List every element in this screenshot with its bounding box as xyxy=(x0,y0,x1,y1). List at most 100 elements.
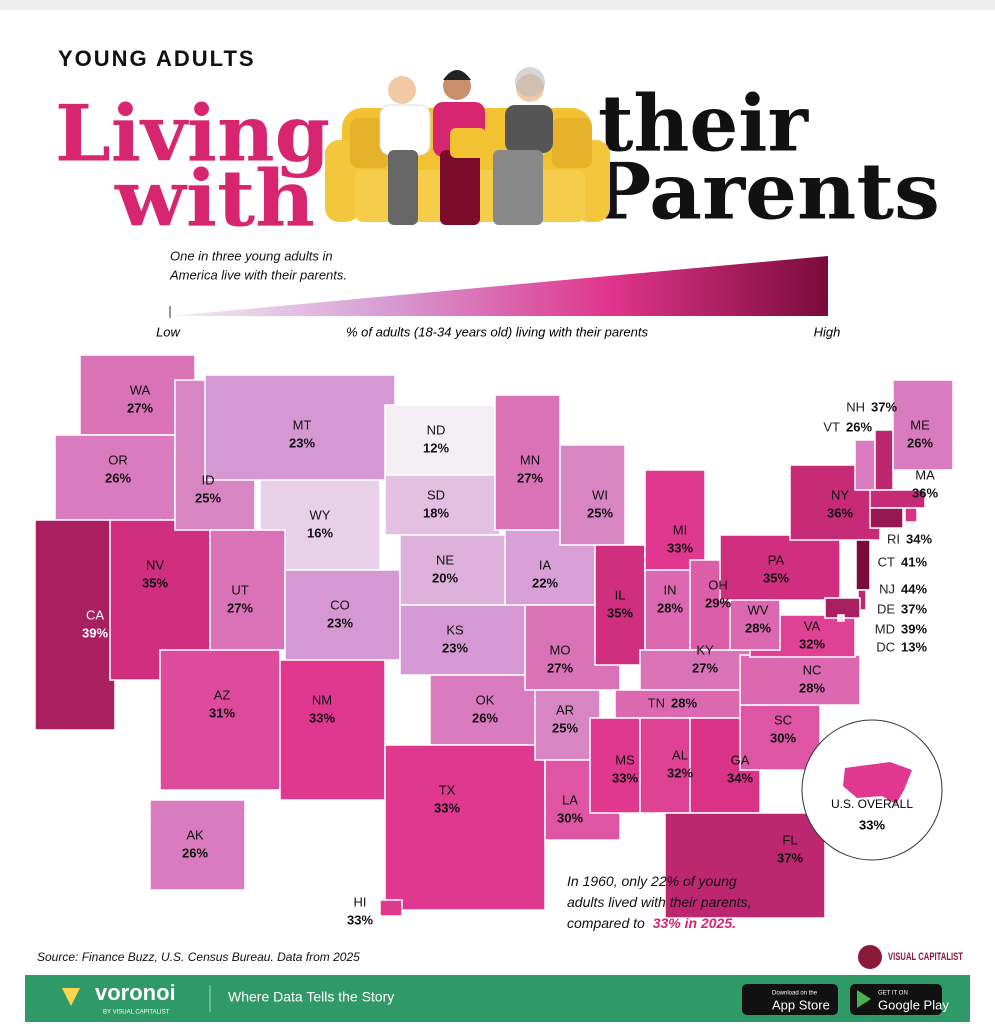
state-abbr: WA xyxy=(130,382,151,397)
state-abbr: TN xyxy=(648,695,665,710)
state xyxy=(904,507,918,523)
legend-label: % of adults (18-34 years old) living wit… xyxy=(346,324,649,339)
state xyxy=(869,507,904,529)
state-value: 28% xyxy=(745,620,771,635)
state-abbr: TX xyxy=(439,782,456,797)
note-line: compared to xyxy=(567,915,645,931)
state-abbr: NV xyxy=(146,557,164,572)
state-value: 23% xyxy=(442,640,468,655)
state-abbr: DC xyxy=(876,639,895,654)
state xyxy=(204,374,396,481)
state xyxy=(719,534,841,601)
state-abbr: NE xyxy=(436,552,454,567)
state xyxy=(739,704,821,771)
state-abbr: WV xyxy=(748,602,769,617)
state-value: 34% xyxy=(727,770,753,785)
state xyxy=(384,404,496,476)
state-abbr: VA xyxy=(804,618,821,633)
state-value: 30% xyxy=(770,730,796,745)
state-value: 41% xyxy=(901,554,927,569)
state-abbr: GA xyxy=(731,752,750,767)
state xyxy=(664,812,826,919)
state-value: 27% xyxy=(227,600,253,615)
state-value: 26% xyxy=(105,470,131,485)
state-value: 25% xyxy=(552,720,578,735)
state-abbr: MN xyxy=(520,452,540,467)
state-abbr: ME xyxy=(910,417,930,432)
title-part: Parents xyxy=(590,147,940,238)
state-abbr: MT xyxy=(293,417,312,432)
state-abbr: IN xyxy=(664,582,677,597)
state-value: 28% xyxy=(657,600,683,615)
state-value: 26% xyxy=(472,710,498,725)
state-abbr: NC xyxy=(803,662,822,677)
state-value: 28% xyxy=(799,680,825,695)
state-value: 18% xyxy=(423,505,449,520)
map xyxy=(34,354,954,919)
state-abbr: RI xyxy=(887,531,900,546)
state xyxy=(559,444,626,546)
note-highlight: 33% in 2025. xyxy=(653,915,736,931)
state-abbr: CA xyxy=(86,607,104,622)
state-abbr: MO xyxy=(550,642,571,657)
state-value: 27% xyxy=(547,660,573,675)
state-abbr: SC xyxy=(774,712,792,727)
state-abbr: AR xyxy=(556,702,574,717)
state-abbr: ID xyxy=(202,472,215,487)
state-abbr: MA xyxy=(915,467,935,482)
overall-label: U.S. OVERALL xyxy=(831,797,913,811)
state-abbr: AZ xyxy=(214,687,231,702)
kicker: YOUNG ADULTS xyxy=(58,46,256,71)
state xyxy=(209,529,286,651)
note-line: adults lived with their parents, xyxy=(567,894,751,910)
state-value: 44% xyxy=(901,581,927,596)
state-abbr: KS xyxy=(446,622,464,637)
state-value: 37% xyxy=(901,601,927,616)
state-value: 35% xyxy=(763,570,789,585)
state-value: 36% xyxy=(912,485,938,500)
state-value: 12% xyxy=(423,440,449,455)
state xyxy=(874,429,894,491)
legend-wedge xyxy=(170,256,828,316)
state-abbr: AL xyxy=(672,747,688,762)
state xyxy=(159,649,281,791)
state-abbr: WI xyxy=(592,487,608,502)
state-abbr: KY xyxy=(696,642,714,657)
app-store-name: App Store xyxy=(772,997,830,1012)
state-abbr: LA xyxy=(562,792,578,807)
state-value: 39% xyxy=(82,625,108,640)
state-abbr: CO xyxy=(330,597,350,612)
state xyxy=(494,394,561,531)
state xyxy=(855,539,871,591)
voronoi-icon xyxy=(62,988,80,1006)
state-value: 33% xyxy=(667,540,693,555)
state-abbr: OR xyxy=(108,452,128,467)
footer-logo-sub: BY VISUAL CAPITALIST xyxy=(103,1010,170,1016)
state-value: 39% xyxy=(901,621,927,636)
legend-high: High xyxy=(814,324,841,339)
google-play-button[interactable] xyxy=(850,984,942,1015)
state-abbr: WY xyxy=(310,507,331,522)
state-abbr: NJ xyxy=(879,581,895,596)
app-store-top: Download on the xyxy=(772,991,818,997)
note: In 1960, only 22% of young adults lived … xyxy=(567,873,755,931)
map-labels: WA 27% OR 26% CA 39% NV 35% ID 25% MT 23% WY 16% UT 27%… xyxy=(82,382,938,927)
title-part: Living xyxy=(55,89,330,180)
state-abbr: HI xyxy=(354,894,367,909)
state-abbr: VT xyxy=(823,419,840,434)
note-line: In 1960, only 22% of young xyxy=(567,873,737,889)
state xyxy=(854,439,876,491)
state xyxy=(892,379,954,471)
overall-icon xyxy=(843,762,912,804)
state-value: 29% xyxy=(705,595,731,610)
state-value: 23% xyxy=(289,435,315,450)
state-abbr: ND xyxy=(427,422,446,437)
app-store-button[interactable] xyxy=(742,984,838,1015)
state-value: 37% xyxy=(777,850,803,865)
state-value: 20% xyxy=(432,570,458,585)
title-part: with xyxy=(114,154,315,245)
state-abbr: MD xyxy=(875,621,895,636)
state-value: 28% xyxy=(671,695,697,710)
state-abbr: NY xyxy=(831,487,849,502)
state-value: 33% xyxy=(434,800,460,815)
